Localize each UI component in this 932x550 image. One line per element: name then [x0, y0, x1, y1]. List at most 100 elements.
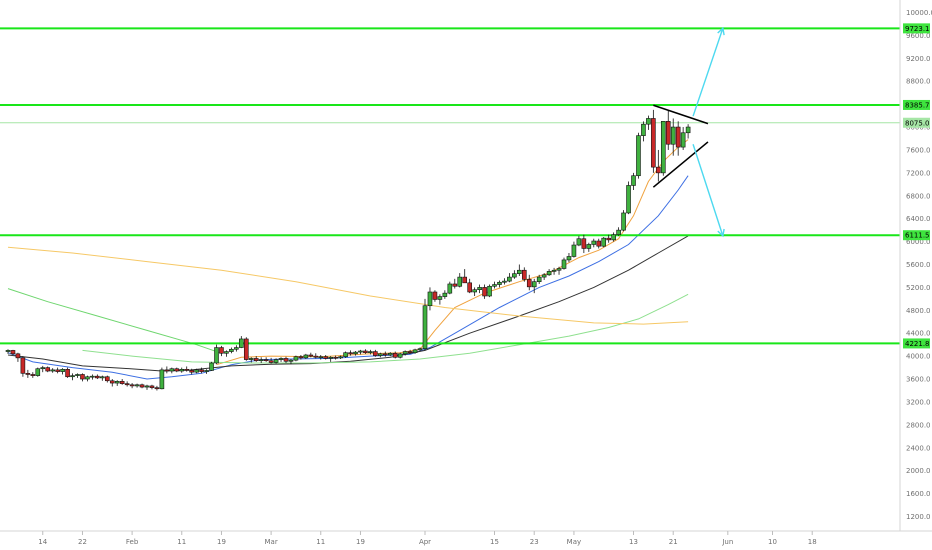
- candle-body: [546, 271, 552, 276]
- candle: [263, 357, 269, 362]
- candle: [204, 369, 209, 374]
- candle: [472, 287, 477, 296]
- candle-body: [685, 126, 691, 134]
- time-axis[interactable]: 14 22 Feb 11 19 Mar 11 19 Apr 15 23 May 13 21 Jun 10 18: [38, 531, 817, 546]
- moving-average-line-1: [216, 139, 689, 366]
- candle: [373, 349, 378, 357]
- price-axis-tick-label: 3200.0: [906, 398, 931, 406]
- candle: [402, 350, 408, 356]
- candle: [546, 269, 552, 276]
- candle: [239, 336, 244, 349]
- candle-body: [283, 358, 289, 362]
- candle-body: [586, 244, 592, 249]
- candle: [626, 181, 631, 215]
- candle-body: [536, 276, 542, 282]
- level-price-badge-1-background: [903, 23, 930, 34]
- candle: [318, 354, 324, 360]
- candle: [447, 281, 453, 295]
- candle-body: [50, 369, 55, 372]
- candle-body: [422, 305, 428, 349]
- candle-body: [626, 185, 631, 214]
- candle-body: [452, 283, 458, 287]
- candle: [382, 351, 388, 357]
- price-axis-tick-label: 1200.0: [906, 513, 931, 521]
- price-axis-tick-label: 5600.0: [906, 261, 931, 269]
- candle-body: [80, 374, 85, 380]
- candle-body: [378, 353, 383, 356]
- candle-body: [660, 121, 666, 174]
- candle: [427, 287, 433, 311]
- candle: [392, 351, 398, 359]
- candle: [675, 121, 681, 156]
- candle: [407, 349, 413, 354]
- candle-body: [581, 238, 587, 249]
- candle: [531, 278, 537, 294]
- candle-body: [402, 351, 408, 355]
- candle: [561, 257, 567, 270]
- candle: [55, 367, 60, 374]
- candle: [75, 373, 80, 378]
- time-axis-tick-label: 13: [629, 538, 638, 546]
- candle: [80, 373, 85, 382]
- candle-body: [243, 338, 249, 360]
- candle-body: [10, 350, 16, 355]
- candle: [387, 352, 393, 357]
- candle-body: [15, 353, 21, 359]
- candle: [288, 359, 294, 365]
- candle-body: [25, 373, 31, 375]
- candle-body: [651, 118, 656, 168]
- candle: [20, 356, 26, 377]
- candle-body: [273, 359, 279, 363]
- candle: [517, 264, 522, 276]
- candle-body: [323, 356, 329, 359]
- time-axis-tick-label: 21: [669, 538, 678, 546]
- candle: [621, 210, 626, 232]
- time-axis-tick-label: 14: [38, 538, 47, 546]
- candle-body: [293, 356, 299, 361]
- candle-body: [174, 368, 180, 372]
- candle-body: [611, 234, 616, 241]
- candle-body: [442, 292, 448, 297]
- candle-body: [641, 123, 646, 136]
- candle-body: [114, 381, 120, 384]
- candle-body: [531, 281, 537, 288]
- candle-body: [154, 387, 160, 390]
- candle: [60, 368, 65, 375]
- candle: [656, 149, 661, 182]
- candle: [278, 357, 284, 362]
- candle-body: [551, 269, 557, 272]
- level-price-badge-1-text: 9723.1: [905, 25, 930, 33]
- candle: [159, 367, 165, 390]
- candle-body: [318, 356, 324, 359]
- candle-body: [447, 283, 453, 294]
- candle: [184, 366, 190, 372]
- candle: [229, 347, 234, 354]
- candle: [422, 298, 428, 351]
- price-axis-tick-label: 1600.0: [906, 490, 931, 498]
- time-axis-tick-label: 23: [530, 538, 539, 546]
- candle-body: [159, 369, 165, 390]
- candle-body: [30, 374, 36, 376]
- level-price-badge-2-text: 8385.7: [905, 101, 930, 109]
- candle-body: [204, 370, 209, 372]
- candle: [70, 373, 75, 381]
- candle-body: [90, 375, 95, 378]
- candle: [95, 374, 100, 380]
- candle-body: [144, 385, 150, 388]
- candle: [665, 111, 671, 150]
- candle: [368, 349, 373, 355]
- candle: [670, 118, 676, 156]
- candles-group: [5, 109, 691, 391]
- candle-body: [646, 118, 651, 125]
- candle-body: [35, 368, 41, 376]
- candle-body: [268, 360, 274, 363]
- level-price-badge-4-text: 4221.8: [905, 340, 930, 348]
- candle: [179, 367, 185, 373]
- candle-body: [100, 376, 105, 379]
- candle-body: [149, 385, 155, 388]
- candle: [685, 124, 691, 139]
- candle-body: [432, 291, 438, 300]
- candle-body: [571, 244, 577, 257]
